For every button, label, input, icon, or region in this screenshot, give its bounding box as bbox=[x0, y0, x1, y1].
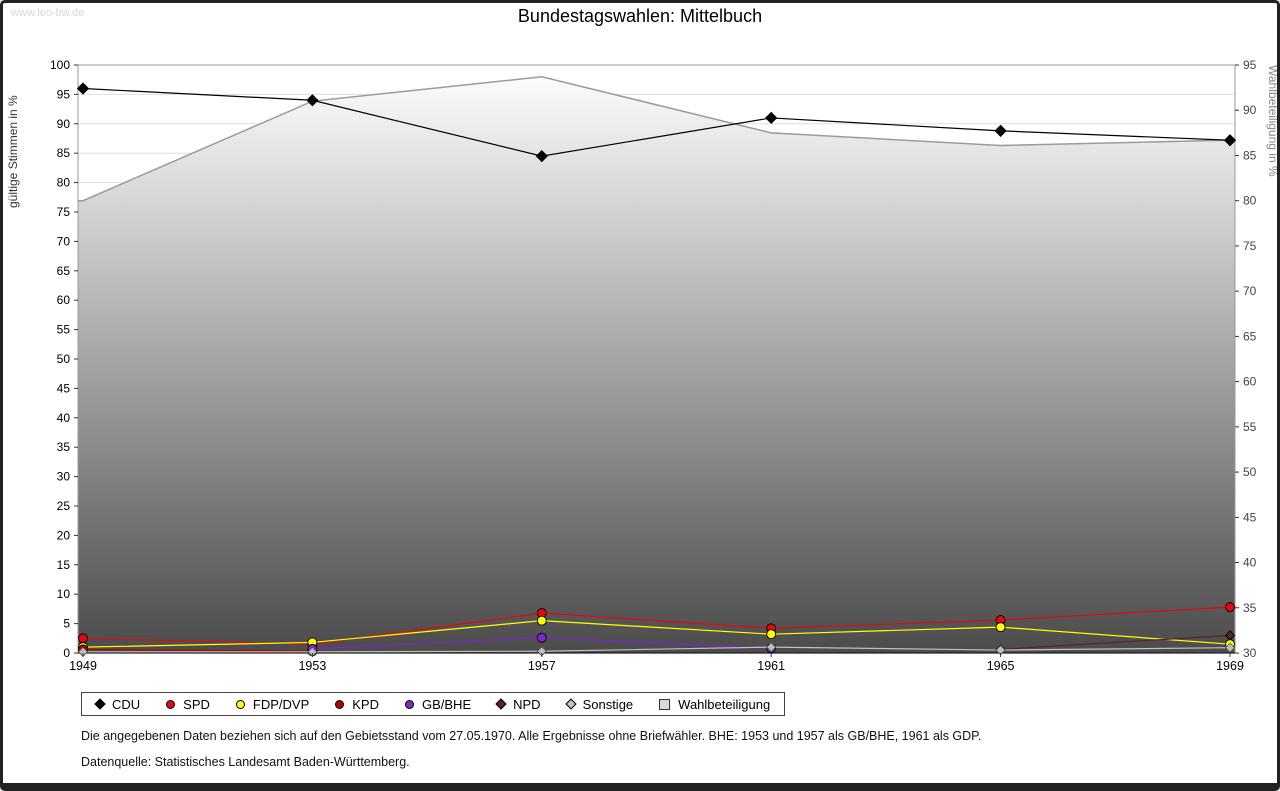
svg-text:5: 5 bbox=[63, 617, 70, 631]
svg-text:90: 90 bbox=[1243, 103, 1257, 117]
legend-item-wahlbeteiligung: Wahlbeteiligung bbox=[659, 697, 770, 712]
legend-label: GB/BHE bbox=[421, 696, 472, 712]
legend-label: SPD bbox=[183, 696, 210, 712]
legend-label: FDP/DVP bbox=[252, 696, 310, 712]
svg-text:1961: 1961 bbox=[757, 659, 785, 673]
watermark: www.leo-bw.de bbox=[11, 7, 85, 19]
cdu-marker-icon bbox=[94, 698, 106, 710]
legend-label: Sonstige bbox=[582, 696, 634, 712]
svg-text:85: 85 bbox=[57, 146, 71, 160]
fdp-dvp-marker-icon bbox=[235, 699, 245, 709]
kpd-marker-icon bbox=[335, 699, 345, 709]
svg-text:70: 70 bbox=[57, 234, 71, 248]
npd-marker-icon bbox=[495, 698, 507, 710]
svg-text:1949: 1949 bbox=[69, 659, 97, 673]
svg-text:0: 0 bbox=[63, 646, 70, 660]
svg-text:15: 15 bbox=[57, 558, 71, 572]
svg-text:30: 30 bbox=[57, 470, 71, 484]
svg-text:60: 60 bbox=[1243, 375, 1257, 389]
svg-text:50: 50 bbox=[1243, 465, 1257, 479]
svg-text:1965: 1965 bbox=[987, 659, 1015, 673]
svg-text:1957: 1957 bbox=[528, 659, 556, 673]
legend-item-sonstige: Sonstige bbox=[564, 696, 634, 712]
svg-text:95: 95 bbox=[57, 87, 71, 101]
wahlbeteiligung-marker-icon bbox=[659, 698, 671, 710]
legend-item-cdu: CDU bbox=[94, 696, 141, 712]
svg-text:65: 65 bbox=[1243, 329, 1257, 343]
svg-text:65: 65 bbox=[57, 264, 71, 278]
svg-text:75: 75 bbox=[1243, 239, 1257, 253]
svg-text:Wahlbeteiligung in %: Wahlbeteiligung in % bbox=[1266, 65, 1280, 177]
svg-text:45: 45 bbox=[57, 381, 71, 395]
svg-text:60: 60 bbox=[57, 293, 71, 307]
svg-text:gültige Stimmen in %: gültige Stimmen in % bbox=[6, 95, 20, 208]
legend-label: KPD bbox=[352, 696, 379, 712]
page-title: Bundestagswahlen: Mittelbuch bbox=[517, 6, 763, 26]
election-chart: 0 5 10 15 20 25 30 35 40 45 50 55 60 65 70 75 80 85 90 95 10… bbox=[6, 58, 1280, 673]
footnote-datenquelle: Datenquelle: Statistisches Landesamt Bad… bbox=[81, 755, 410, 769]
svg-text:55: 55 bbox=[57, 323, 71, 337]
svg-text:45: 45 bbox=[1243, 510, 1257, 524]
svg-text:35: 35 bbox=[57, 440, 71, 454]
legend-label: Wahlbeteiligung bbox=[678, 696, 771, 712]
svg-text:1953: 1953 bbox=[298, 659, 326, 673]
legend-label: CDU bbox=[112, 696, 141, 712]
legend-item-spd: SPD bbox=[166, 697, 210, 712]
svg-text:75: 75 bbox=[57, 205, 71, 219]
svg-text:20: 20 bbox=[57, 528, 71, 542]
svg-text:25: 25 bbox=[57, 499, 71, 513]
svg-text:40: 40 bbox=[1243, 556, 1257, 570]
svg-text:100: 100 bbox=[50, 58, 70, 72]
svg-text:70: 70 bbox=[1243, 284, 1257, 298]
svg-text:85: 85 bbox=[1243, 148, 1257, 162]
svg-text:90: 90 bbox=[57, 117, 71, 131]
svg-text:55: 55 bbox=[1243, 420, 1257, 434]
footnote-gebietsstand: Die angegebenen Daten beziehen sich auf … bbox=[81, 729, 982, 743]
svg-text:40: 40 bbox=[57, 411, 71, 425]
svg-text:80: 80 bbox=[1243, 194, 1257, 208]
svg-text:80: 80 bbox=[57, 176, 71, 190]
svg-text:35: 35 bbox=[1243, 601, 1257, 615]
legend-label: NPD bbox=[513, 696, 541, 712]
svg-text:30: 30 bbox=[1243, 646, 1257, 660]
spd-marker-icon bbox=[166, 699, 176, 709]
svg-text:1969: 1969 bbox=[1216, 659, 1244, 673]
legend-item-kpd: KPD bbox=[335, 697, 379, 712]
svg-text:10: 10 bbox=[57, 587, 71, 601]
legend-item-fdp-dvp: FDP/DVP bbox=[235, 696, 310, 712]
sonstige-marker-icon bbox=[564, 698, 577, 710]
legend-item-gb-bhe: GB/BHE bbox=[404, 696, 472, 712]
svg-text:95: 95 bbox=[1243, 58, 1257, 72]
gb-bhe-marker-icon bbox=[404, 699, 414, 709]
chart-legend: CDU SPD FDP/DVP KPD GB/BHE NPD Sonstige Wahlbet… bbox=[81, 692, 786, 716]
legend-item-npd: NPD bbox=[495, 696, 541, 712]
svg-text:50: 50 bbox=[57, 352, 71, 366]
